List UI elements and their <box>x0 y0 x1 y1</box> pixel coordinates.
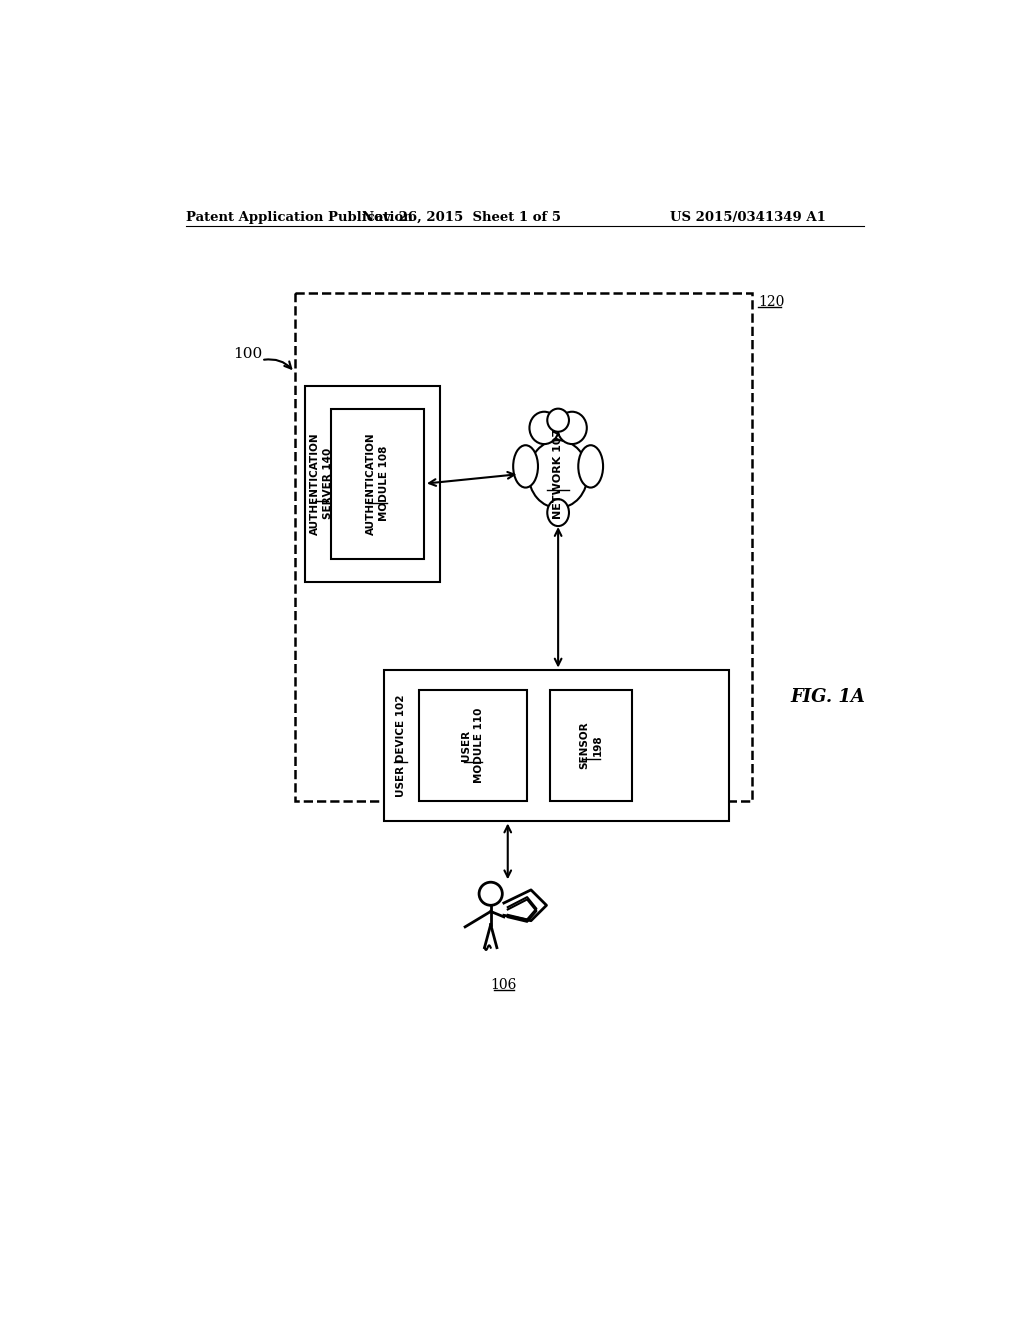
Bar <box>550 689 632 801</box>
Ellipse shape <box>557 412 587 444</box>
Ellipse shape <box>579 445 603 487</box>
Ellipse shape <box>547 409 569 432</box>
Text: Patent Application Publication: Patent Application Publication <box>186 211 413 224</box>
Text: 106: 106 <box>490 978 517 993</box>
Ellipse shape <box>513 445 538 487</box>
Text: US 2015/0341349 A1: US 2015/0341349 A1 <box>671 211 826 224</box>
Text: FIG. 1A: FIG. 1A <box>791 689 865 706</box>
Ellipse shape <box>529 412 559 444</box>
Bar <box>305 385 440 582</box>
Bar <box>331 409 424 558</box>
Bar <box>384 671 729 821</box>
Text: 100: 100 <box>233 347 263 362</box>
Ellipse shape <box>547 499 569 527</box>
Bar <box>419 689 527 801</box>
Text: 120: 120 <box>758 294 784 309</box>
Text: USER DEVICE 102: USER DEVICE 102 <box>396 694 406 797</box>
Text: NETWORK 107: NETWORK 107 <box>553 429 563 519</box>
Text: AUTHENTICATION
MODULE 108: AUTHENTICATION MODULE 108 <box>366 433 389 535</box>
Text: Nov. 26, 2015  Sheet 1 of 5: Nov. 26, 2015 Sheet 1 of 5 <box>361 211 561 224</box>
Text: SENSOR
198: SENSOR 198 <box>580 722 603 770</box>
Ellipse shape <box>528 441 588 508</box>
Text: AUTHENTICATION
SERVER 140: AUTHENTICATION SERVER 140 <box>310 433 334 535</box>
Text: USER
MODULE 110: USER MODULE 110 <box>461 708 484 783</box>
Bar <box>295 293 752 801</box>
